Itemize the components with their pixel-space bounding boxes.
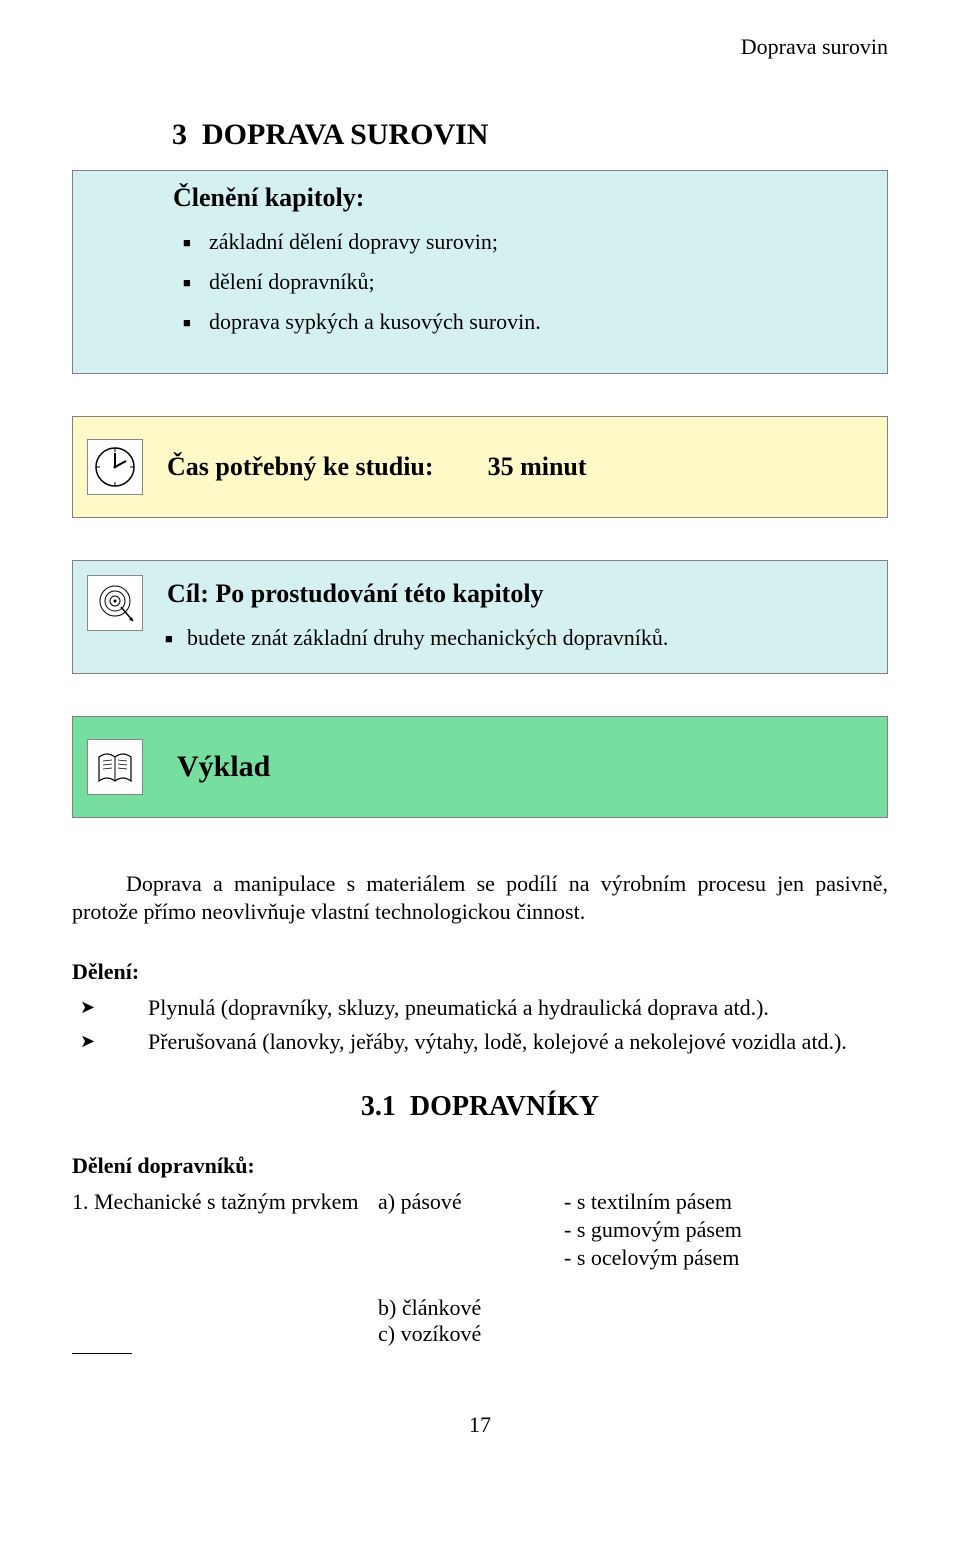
- list-item: c) vozíkové: [378, 1321, 558, 1347]
- chapter-structure-heading: Členění kapitoly:: [173, 183, 867, 213]
- page: Doprava surovin 3 DOPRAVA SUROVIN Členěn…: [0, 0, 960, 1468]
- col-b: b) článkové c) vozíkové: [378, 1295, 558, 1347]
- chapter-name: DOPRAVA SUROVIN: [202, 118, 488, 151]
- list-item: základní dělení dopravy surovin;: [209, 229, 867, 255]
- conveyor-table: 1. Mechanické s tažným prvkem a) pásové …: [72, 1189, 888, 1347]
- arrow-icon: ➤: [80, 1031, 95, 1052]
- goal-box: Cíl: Po prostudování této kapitoly budet…: [72, 560, 888, 674]
- section-title: 3.1 DOPRAVNÍKY: [72, 1091, 888, 1123]
- list-text: Plynulá (dopravníky, skluzy, pneumatická…: [148, 995, 769, 1020]
- list-item: - s textilním pásem: [564, 1189, 888, 1215]
- exposition-heading: Výklad: [177, 750, 270, 784]
- study-time-box: Čas potřebný ke studiu: 35 minut: [72, 416, 888, 518]
- goal-heading: Cíl: Po prostudování této kapitoly: [167, 579, 668, 609]
- section-number: 3.1: [361, 1091, 396, 1122]
- list-item: dělení dopravníků;: [209, 269, 867, 295]
- header-doc-title: Doprava surovin: [72, 34, 888, 60]
- target-icon: [87, 575, 143, 631]
- book-icon: [87, 739, 143, 795]
- list-item: b) článkové: [378, 1295, 558, 1321]
- study-time-value: 35 minut: [488, 452, 587, 482]
- body-paragraph: Doprava a manipulace s materiálem se pod…: [72, 870, 888, 925]
- chapter-structure-box: Členění kapitoly: základní dělení doprav…: [72, 170, 888, 374]
- division-list: ➤ Plynulá (dopravníky, skluzy, pneumatick…: [72, 995, 888, 1055]
- page-number: 17: [72, 1412, 888, 1438]
- chapter-number: 3: [172, 118, 187, 151]
- list-text: Přerušovaná (lanovky, jeřáby, výtahy, lo…: [148, 1029, 847, 1054]
- goal-list: budete znát základní druhy mechanických …: [167, 625, 668, 651]
- col-b: a) pásové: [378, 1189, 558, 1273]
- list-item: budete znát základní druhy mechanických …: [187, 625, 668, 651]
- clock-icon: [87, 439, 143, 495]
- list-item: ➤ Plynulá (dopravníky, skluzy, pneumatick…: [80, 995, 888, 1021]
- division-heading: Dělení:: [72, 959, 888, 985]
- footer-divider: [72, 1353, 132, 1354]
- chapter-structure-list: základní dělení dopravy surovin; dělení …: [173, 229, 867, 335]
- conveyor-division-heading: Dělení dopravníků:: [72, 1153, 888, 1179]
- exposition-box: Výklad: [72, 716, 888, 818]
- chapter-title: 3 DOPRAVA SUROVIN: [172, 118, 888, 152]
- col-c: - s textilním pásem - s gumovým pásem - …: [564, 1189, 888, 1273]
- list-item: doprava sypkých a kusových surovin.: [209, 309, 867, 335]
- list-item: - s gumovým pásem: [564, 1217, 888, 1243]
- col-a: 1. Mechanické s tažným prvkem: [72, 1189, 372, 1273]
- list-item: - s ocelovým pásem: [564, 1245, 888, 1271]
- section-name: DOPRAVNÍKY: [410, 1091, 599, 1122]
- arrow-icon: ➤: [80, 997, 95, 1018]
- list-item: ➤ Přerušovaná (lanovky, jeřáby, výtahy, l…: [80, 1029, 888, 1055]
- study-time-label: Čas potřebný ke studiu:: [167, 452, 434, 482]
